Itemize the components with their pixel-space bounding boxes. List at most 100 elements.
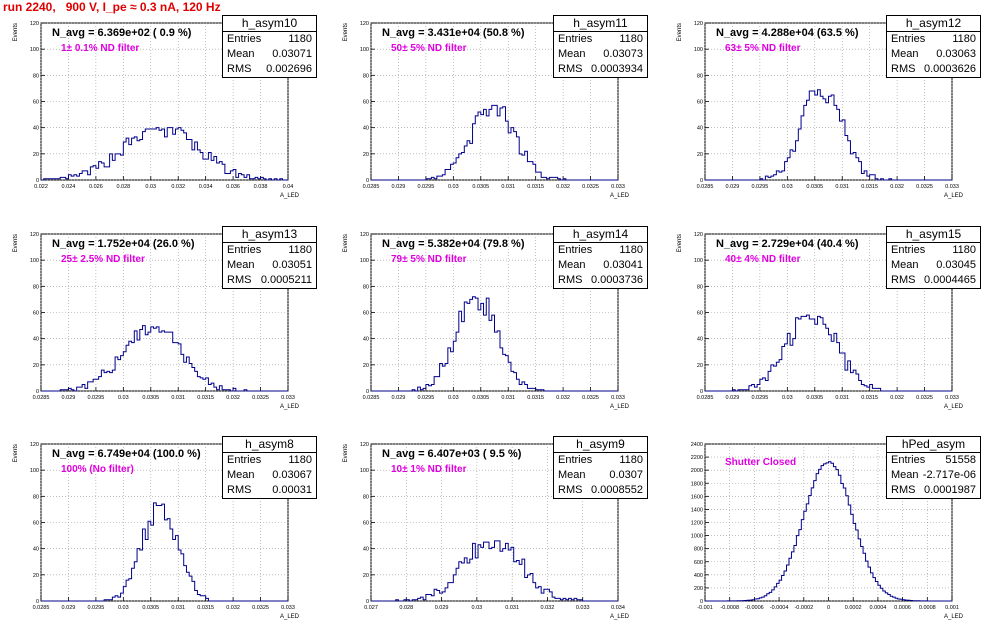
stats-value: 0.0003626 (924, 63, 976, 75)
stats-title: h_asym8 (223, 437, 316, 453)
stats-value: 0.03041 (603, 259, 643, 271)
x-tick-label: 0.0315 (527, 184, 544, 190)
x-tick-label: 0.031 (501, 184, 515, 190)
x-tick-label: 0.03 (118, 605, 129, 611)
y-tick-label: 0 (366, 389, 369, 395)
x-tick-label: 0 (827, 605, 830, 611)
stats-value: 0.03073 (603, 48, 643, 60)
y-tick-label: 1200 (691, 521, 703, 527)
y-tick-label: 100 (694, 47, 703, 53)
y-axis-label: Events (343, 444, 349, 462)
x-tick-label: 0.029 (392, 184, 406, 190)
stats-value: 1180 (288, 244, 312, 256)
x-tick-label: 0.0305 (142, 605, 159, 611)
stats-row-mean: Mean 0.0307 (554, 468, 647, 483)
x-tick-label: -0.001 (697, 605, 713, 611)
x-tick-label: 0.038 (254, 184, 268, 190)
x-tick-label: 0.032 (556, 184, 570, 190)
y-tick-label: 40 (697, 126, 703, 132)
x-tick-label: 0.0305 (472, 395, 489, 401)
x-tick-label: 0.032 (226, 605, 240, 611)
x-tick-label: 0.029 (435, 605, 449, 611)
stats-key: Entries (891, 244, 926, 256)
x-tick-label: 0.03 (145, 184, 156, 190)
y-tick-label: 120 (30, 232, 39, 238)
navg-label: N_avg = 5.382e+04 (79.8 %) (382, 238, 525, 250)
stats-key: Entries (558, 33, 593, 45)
y-tick-label: 40 (33, 547, 39, 553)
y-tick-label: 60 (33, 311, 39, 317)
stats-value: 0.0005211 (260, 274, 312, 286)
y-tick-label: 800 (694, 547, 703, 553)
stats-row-rms: RMS 0.0005211 (223, 273, 316, 288)
x-tick-label: 0.0295 (87, 605, 104, 611)
y-tick-label: 2000 (691, 468, 703, 474)
stats-key: Mean (891, 48, 919, 60)
x-axis-label: A_LED (610, 193, 630, 199)
stats-value: 0.0008552 (591, 484, 643, 496)
stats-value: 1180 (952, 33, 976, 45)
y-tick-label: 80 (363, 73, 369, 79)
stats-value: 0.03045 (936, 259, 976, 271)
y-tick-label: 100 (360, 47, 369, 53)
y-tick-label: 40 (363, 547, 369, 553)
y-tick-label: 40 (697, 337, 703, 343)
x-tick-label: 0.0004 (869, 605, 886, 611)
stats-row-entries: Entries 1180 (887, 32, 980, 47)
stats-row-mean: Mean 0.03051 (223, 258, 316, 273)
stats-key: Entries (891, 454, 926, 466)
x-axis-label: A_LED (280, 614, 300, 620)
y-tick-label: 120 (360, 232, 369, 238)
x-axis-label: A_LED (610, 614, 630, 620)
x-tick-label: 0.0305 (142, 395, 159, 401)
stats-row-entries: Entries 51558 (887, 453, 980, 468)
stats-key: Mean (227, 259, 255, 271)
filter-label: 63± 5% ND filter (725, 43, 801, 54)
x-tick-label: 0.028 (399, 605, 413, 611)
stats-value: 1180 (619, 244, 643, 256)
y-tick-label: 120 (694, 232, 703, 238)
filter-label: 10± 1% ND filter (391, 464, 467, 475)
stats-key: RMS (558, 274, 583, 286)
histogram-line (371, 540, 618, 602)
x-axis-label: A_LED (280, 193, 300, 199)
y-tick-label: 80 (33, 284, 39, 290)
x-tick-label: 0.032 (890, 184, 904, 190)
x-tick-label: 0.032 (226, 395, 240, 401)
stats-value: 0.002696 (266, 63, 312, 75)
stats-title: h_asym10 (223, 16, 316, 32)
x-tick-label: 0.036 (226, 184, 240, 190)
x-tick-label: 0.022 (34, 184, 48, 190)
stats-value: 1180 (952, 244, 976, 256)
stats-value: 1180 (288, 33, 312, 45)
stats-value: 0.0307 (609, 469, 643, 481)
stats-row-entries: Entries 1180 (223, 32, 316, 47)
y-tick-label: 1800 (691, 481, 703, 487)
stats-title: h_asym9 (554, 437, 647, 453)
stats-key: Mean (558, 469, 586, 481)
x-tick-label: 0.0315 (861, 184, 878, 190)
stats-box: h_asym13 Entries 1180 Mean 0.03051 RMS 0.00052… (222, 226, 317, 289)
x-tick-label: 0.034 (611, 605, 625, 611)
x-tick-label: 0.03 (448, 184, 459, 190)
y-tick-label: 60 (363, 311, 369, 317)
x-tick-label: 0.031 (501, 395, 515, 401)
x-tick-label: 0.0305 (806, 184, 823, 190)
y-tick-label: 100 (30, 47, 39, 53)
x-tick-label: 0.0285 (33, 395, 50, 401)
x-tick-label: 0.031 (171, 395, 185, 401)
x-tick-label: 0.029 (62, 605, 76, 611)
y-tick-label: 0 (366, 599, 369, 605)
x-tick-label: 0.0325 (582, 395, 599, 401)
stats-value: 1180 (619, 454, 643, 466)
stats-row-mean: Mean 0.03067 (223, 468, 316, 483)
y-tick-label: 0 (366, 178, 369, 184)
x-tick-label: 0.0285 (33, 605, 50, 611)
x-tick-label: 0.0008 (919, 605, 936, 611)
x-tick-label: 0.026 (89, 184, 103, 190)
stats-row-entries: Entries 1180 (554, 243, 647, 258)
stats-value: 51558 (945, 454, 976, 466)
